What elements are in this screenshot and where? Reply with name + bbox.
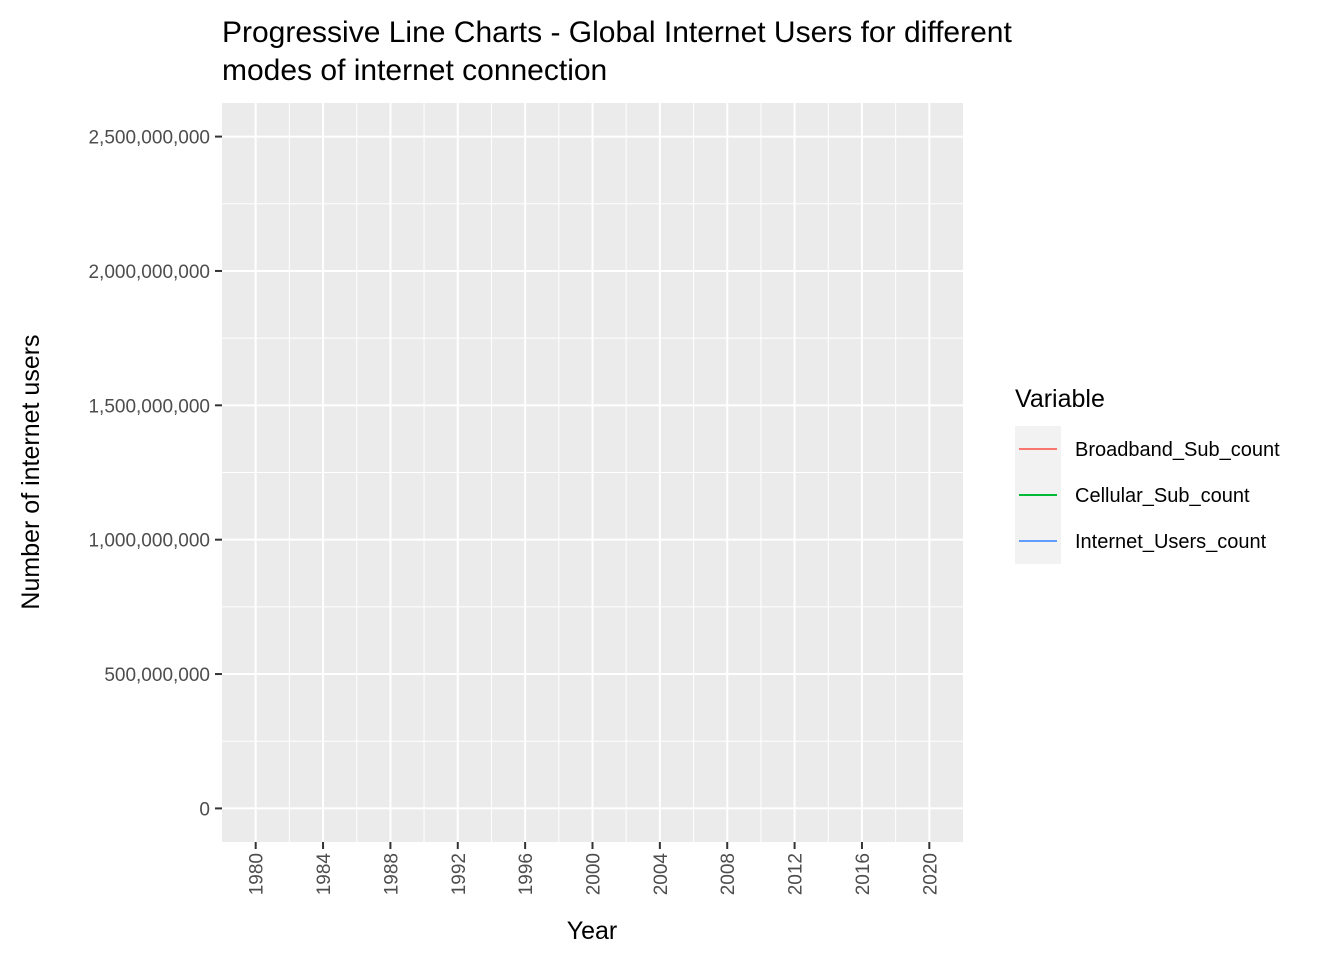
y-tick-label: 2,500,000,000 bbox=[88, 128, 210, 149]
x-tick-label: 2004 bbox=[651, 853, 672, 896]
legend: Variable Broadband_Sub_count Cellular_Sub… bbox=[1015, 385, 1280, 564]
x-axis: 1980 1984 1988 1992 1996 2000 2004 2008 2012 2016… bbox=[247, 842, 941, 896]
y-tick-label: 1,000,000,000 bbox=[88, 531, 210, 552]
x-tick-label: 1992 bbox=[449, 853, 470, 895]
x-tick-label: 2012 bbox=[786, 853, 807, 895]
legend-label: Internet_Users_count bbox=[1075, 531, 1267, 553]
x-tick-label: 1996 bbox=[516, 853, 537, 895]
x-tick-label: 2000 bbox=[584, 853, 605, 895]
x-tick-label: 1988 bbox=[381, 853, 402, 895]
y-axis-title: Number of internet users bbox=[17, 334, 45, 609]
x-axis-title: Year bbox=[567, 917, 618, 945]
legend-label: Cellular_Sub_count bbox=[1075, 485, 1250, 507]
y-tick-label: 1,500,000,000 bbox=[88, 396, 210, 417]
y-tick-label: 500,000,000 bbox=[104, 665, 210, 686]
chart-title-line-2: modes of internet connection bbox=[222, 54, 607, 87]
x-tick-label: 1980 bbox=[247, 853, 268, 895]
y-tick-label: 2,000,000,000 bbox=[88, 262, 210, 283]
y-axis: 0 500,000,000 1,000,000,000 1,500,000,000 2,… bbox=[88, 128, 222, 820]
x-tick-label: 2020 bbox=[920, 853, 941, 895]
x-tick-label: 1984 bbox=[314, 853, 335, 896]
grid-major bbox=[222, 103, 963, 842]
legend-title: Variable bbox=[1015, 385, 1105, 413]
x-tick-label: 2016 bbox=[853, 853, 874, 895]
x-tick-label: 2008 bbox=[718, 853, 739, 895]
y-tick-label: 0 bbox=[199, 799, 210, 820]
legend-label: Broadband_Sub_count bbox=[1075, 439, 1280, 461]
chart-title-line-1: Progressive Line Charts - Global Interne… bbox=[222, 16, 1012, 49]
